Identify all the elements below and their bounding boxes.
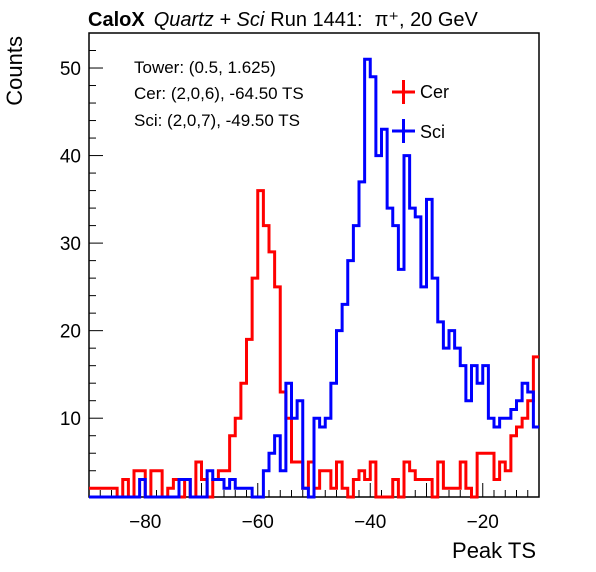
annotation-sci: Sci: (2,0,7), -49.50 TS — [134, 111, 300, 130]
x-tick-label: −20 — [467, 512, 499, 533]
y-tick-label: 30 — [60, 234, 81, 255]
title-material: Quartz + Sci — [154, 9, 265, 31]
annotation-tower: Tower: (0.5, 1.625) — [134, 58, 276, 77]
title-particle: π⁺, 20 GeV — [375, 9, 479, 31]
legend-marker-cer — [392, 80, 415, 104]
legend-marker-sci — [392, 119, 415, 143]
series-layer — [89, 57, 539, 499]
series-line-sci — [89, 57, 539, 499]
y-tick-labels: 10 20 30 40 50 — [60, 59, 81, 430]
legend: Cer Sci — [392, 80, 449, 143]
annotation-cer: Cer: (2,0,6), -64.50 TS — [134, 84, 304, 103]
y-tick-label: 10 — [60, 409, 81, 430]
chart-title: CaloX Quartz + Sci Run 1441: π⁺, 20 GeV — [88, 9, 479, 31]
y-tick-label: 20 — [60, 322, 81, 343]
title-run: Run 1441: — [270, 9, 362, 31]
x-tick-label: −60 — [242, 512, 274, 533]
y-tick-label: 50 — [60, 59, 81, 80]
legend-label-sci: Sci — [420, 122, 445, 142]
x-tick-label: −80 — [129, 512, 161, 533]
x-tick-label: −40 — [354, 512, 386, 533]
x-tick-labels: −80 −60 −40 −20 — [129, 512, 499, 533]
title-brand: CaloX — [88, 9, 145, 31]
y-axis-title: Counts — [2, 36, 27, 106]
legend-label-cer: Cer — [420, 82, 449, 102]
y-tick-label: 40 — [60, 147, 81, 168]
x-axis-title: Peak TS — [452, 538, 536, 563]
